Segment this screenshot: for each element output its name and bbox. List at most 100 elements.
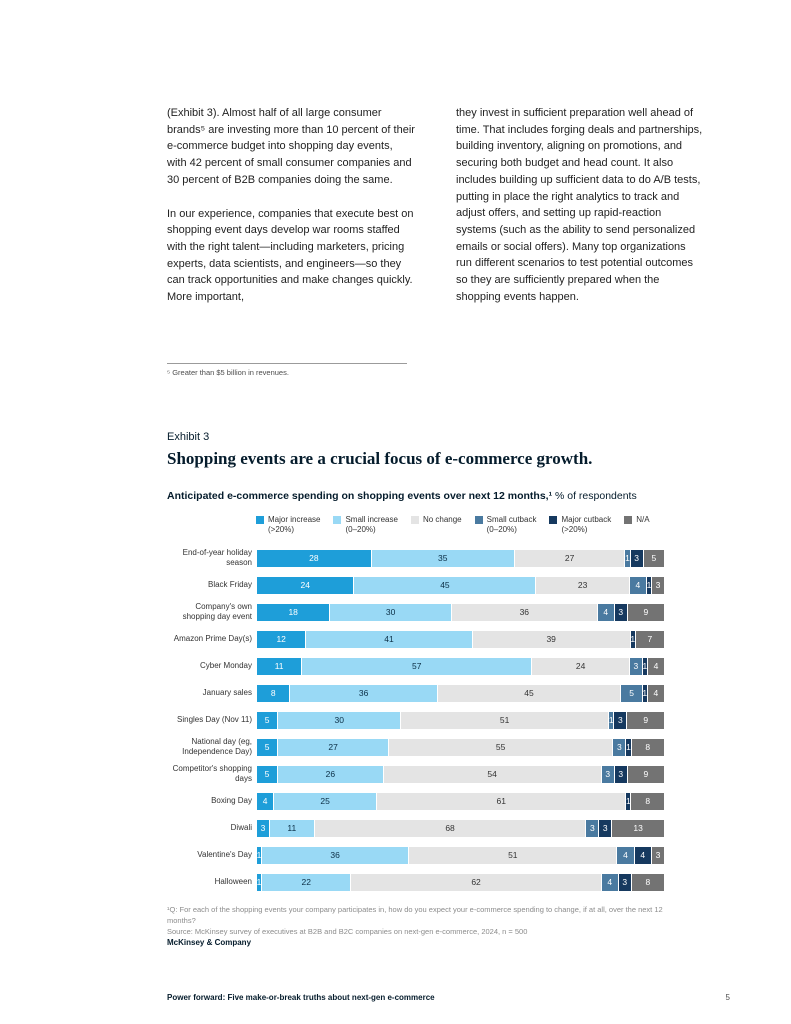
legend-item: Major increase (>20%) [256,515,320,536]
bar-segment: 68 [314,819,586,837]
bar-segment: 61 [377,792,626,810]
bar-segment: 11 [257,657,302,675]
legend-swatch [333,516,342,524]
stacked-bar: 18 30 36 4 3 9 [257,603,664,621]
bar-segment: 5 [257,765,278,783]
chart-row: Amazon Prime Day(s) 12 41 39 1 7 [167,626,664,653]
bar-segment: 3 [601,765,614,783]
exhibit-label: Exhibit 3 [167,431,210,443]
chart-row: Halloween 1 22 62 4 3 8 [167,869,664,896]
bar-segment: 4 [647,684,665,702]
stacked-bar: 1 36 51 4 4 3 [257,846,665,864]
chart-footnotes: ¹Q: For each of the shopping events your… [167,904,664,938]
stacked-bar: 5 30 51 1 3 9 [257,711,664,729]
legend-label: N/A [636,515,650,524]
category-label: Competitor's shopping days [172,764,252,784]
bar-segment: 24 [532,657,629,675]
bar-segment: 3 [613,738,626,756]
bar-segment: 3 [599,819,612,837]
bar-segment: 13 [612,819,664,837]
chart-title: Anticipated e-commerce spending on shopp… [167,490,664,502]
category-label: Boxing Day [211,796,252,806]
bar-segment: 41 [306,630,472,648]
footer-report-title: Power forward: Five make-or-break truths… [167,993,435,1002]
stacked-bar: 28 35 27 1 3 5 [257,549,665,567]
legend-item: Major cutback (>20%) [549,515,611,536]
chart-row: End-of-year holiday season 28 35 27 1 3 5 [167,545,665,572]
bar-segment: 8 [631,873,664,891]
bar-segment: 54 [383,765,601,783]
bar-segment: 5 [643,549,665,567]
chart-title-unit: % of respondents [552,490,637,502]
bar-segment: 28 [257,549,371,567]
bar-segment: 3 [651,846,665,864]
chart-legend: Major increase (>20%) Small increase (0–20%… [256,515,664,536]
chart-rows: End-of-year holiday season 28 35 27 1 3 5 Black… [167,545,665,896]
bar-segment: 3 [614,603,627,621]
bar-segment: 25 [274,792,377,810]
bar-segment: 23 [536,576,629,594]
bar-segment: 27 [278,738,388,756]
stacked-bar: 11 57 24 3 1 4 [257,657,664,675]
bar-segment: 39 [472,630,630,648]
chart-row: Valentine's Day 1 36 51 4 4 3 [167,842,665,869]
bar-segment: 5 [621,684,642,702]
chart-row: Boxing Day 4 25 61 1 8 [167,788,664,815]
chart-row: National day (eg, Independence Day) 5 27 55… [167,734,664,761]
bar-segment: 4 [617,846,634,864]
legend-swatch [256,516,264,524]
legend-item: N/A [624,515,650,536]
bar-segment: 3 [614,711,627,729]
bar-segment: 3 [586,819,599,837]
bar-segment: 36 [290,684,437,702]
bar-segment: 45 [437,684,621,702]
body-paragraph: (Exhibit 3). Almost half of all large co… [167,107,415,186]
body-columns: (Exhibit 3). Almost half of all large co… [167,105,704,323]
bar-segment: 3 [257,819,269,837]
bar-segment: 62 [351,873,601,891]
bar-segment: 1 [257,873,261,891]
bar-segment: 36 [451,603,597,621]
category-label: Black Friday [207,580,252,590]
bar-segment: 4 [629,576,646,594]
bar-segment: 57 [302,657,532,675]
bar-segment: 45 [354,576,536,594]
stacked-bar: 3 11 68 3 3 13 [257,819,664,837]
bar-segment: 7 [635,630,664,648]
bar-segment: 51 [401,711,609,729]
chart-footnote: Source: McKinsey survey of executives at… [167,927,528,937]
legend-label: No change [422,515,462,524]
category-label: Company's own shopping day event [182,602,252,622]
legend-item: Small increase (0–20%) [333,515,398,536]
bar-segment: 9 [627,603,664,621]
chart-footnote: ¹Q: For each of the shopping events your… [167,904,663,926]
chart-row: January sales 8 36 45 5 1 4 [167,680,665,707]
bar-segment: 18 [257,603,330,621]
legend-swatch [474,516,483,524]
bar-segment: 35 [371,549,514,567]
bar-segment: 27 [514,549,625,567]
bar-segment: 26 [278,765,383,783]
category-label: Amazon Prime Day(s) [173,634,252,644]
bar-segment: 4 [257,792,274,810]
category-label: National day (eg, Independence Day) [182,737,252,757]
chart-row: Company's own shopping day event 18 30 36 4 3… [167,599,664,626]
category-label: Valentine's Day [197,850,252,860]
stacked-bar: 8 36 45 5 1 4 [257,684,665,702]
bar-segment: 30 [330,603,451,621]
bar-segment: 3 [618,873,631,891]
bar-segment: 1 [626,738,631,756]
body-column-left: (Exhibit 3). Almost half of all large co… [167,105,415,323]
bar-segment: 5 [257,711,278,729]
chart-row: Singles Day (Nov 11) 5 30 51 1 3 9 [167,707,664,734]
legend-item: Small cutback (0–20%) [474,515,536,536]
body-footnote: ⁵ Greater than $5 billion in revenues. [167,368,289,377]
bar-segment: 4 [601,873,618,891]
exhibit-title: Shopping events are a crucial focus of e… [167,449,593,468]
bar-segment: 24 [257,576,354,594]
category-label: Halloween [214,877,252,887]
bar-segment: 36 [262,846,409,864]
bar-segment: 1 [643,657,647,675]
bar-segment: 4 [634,846,651,864]
